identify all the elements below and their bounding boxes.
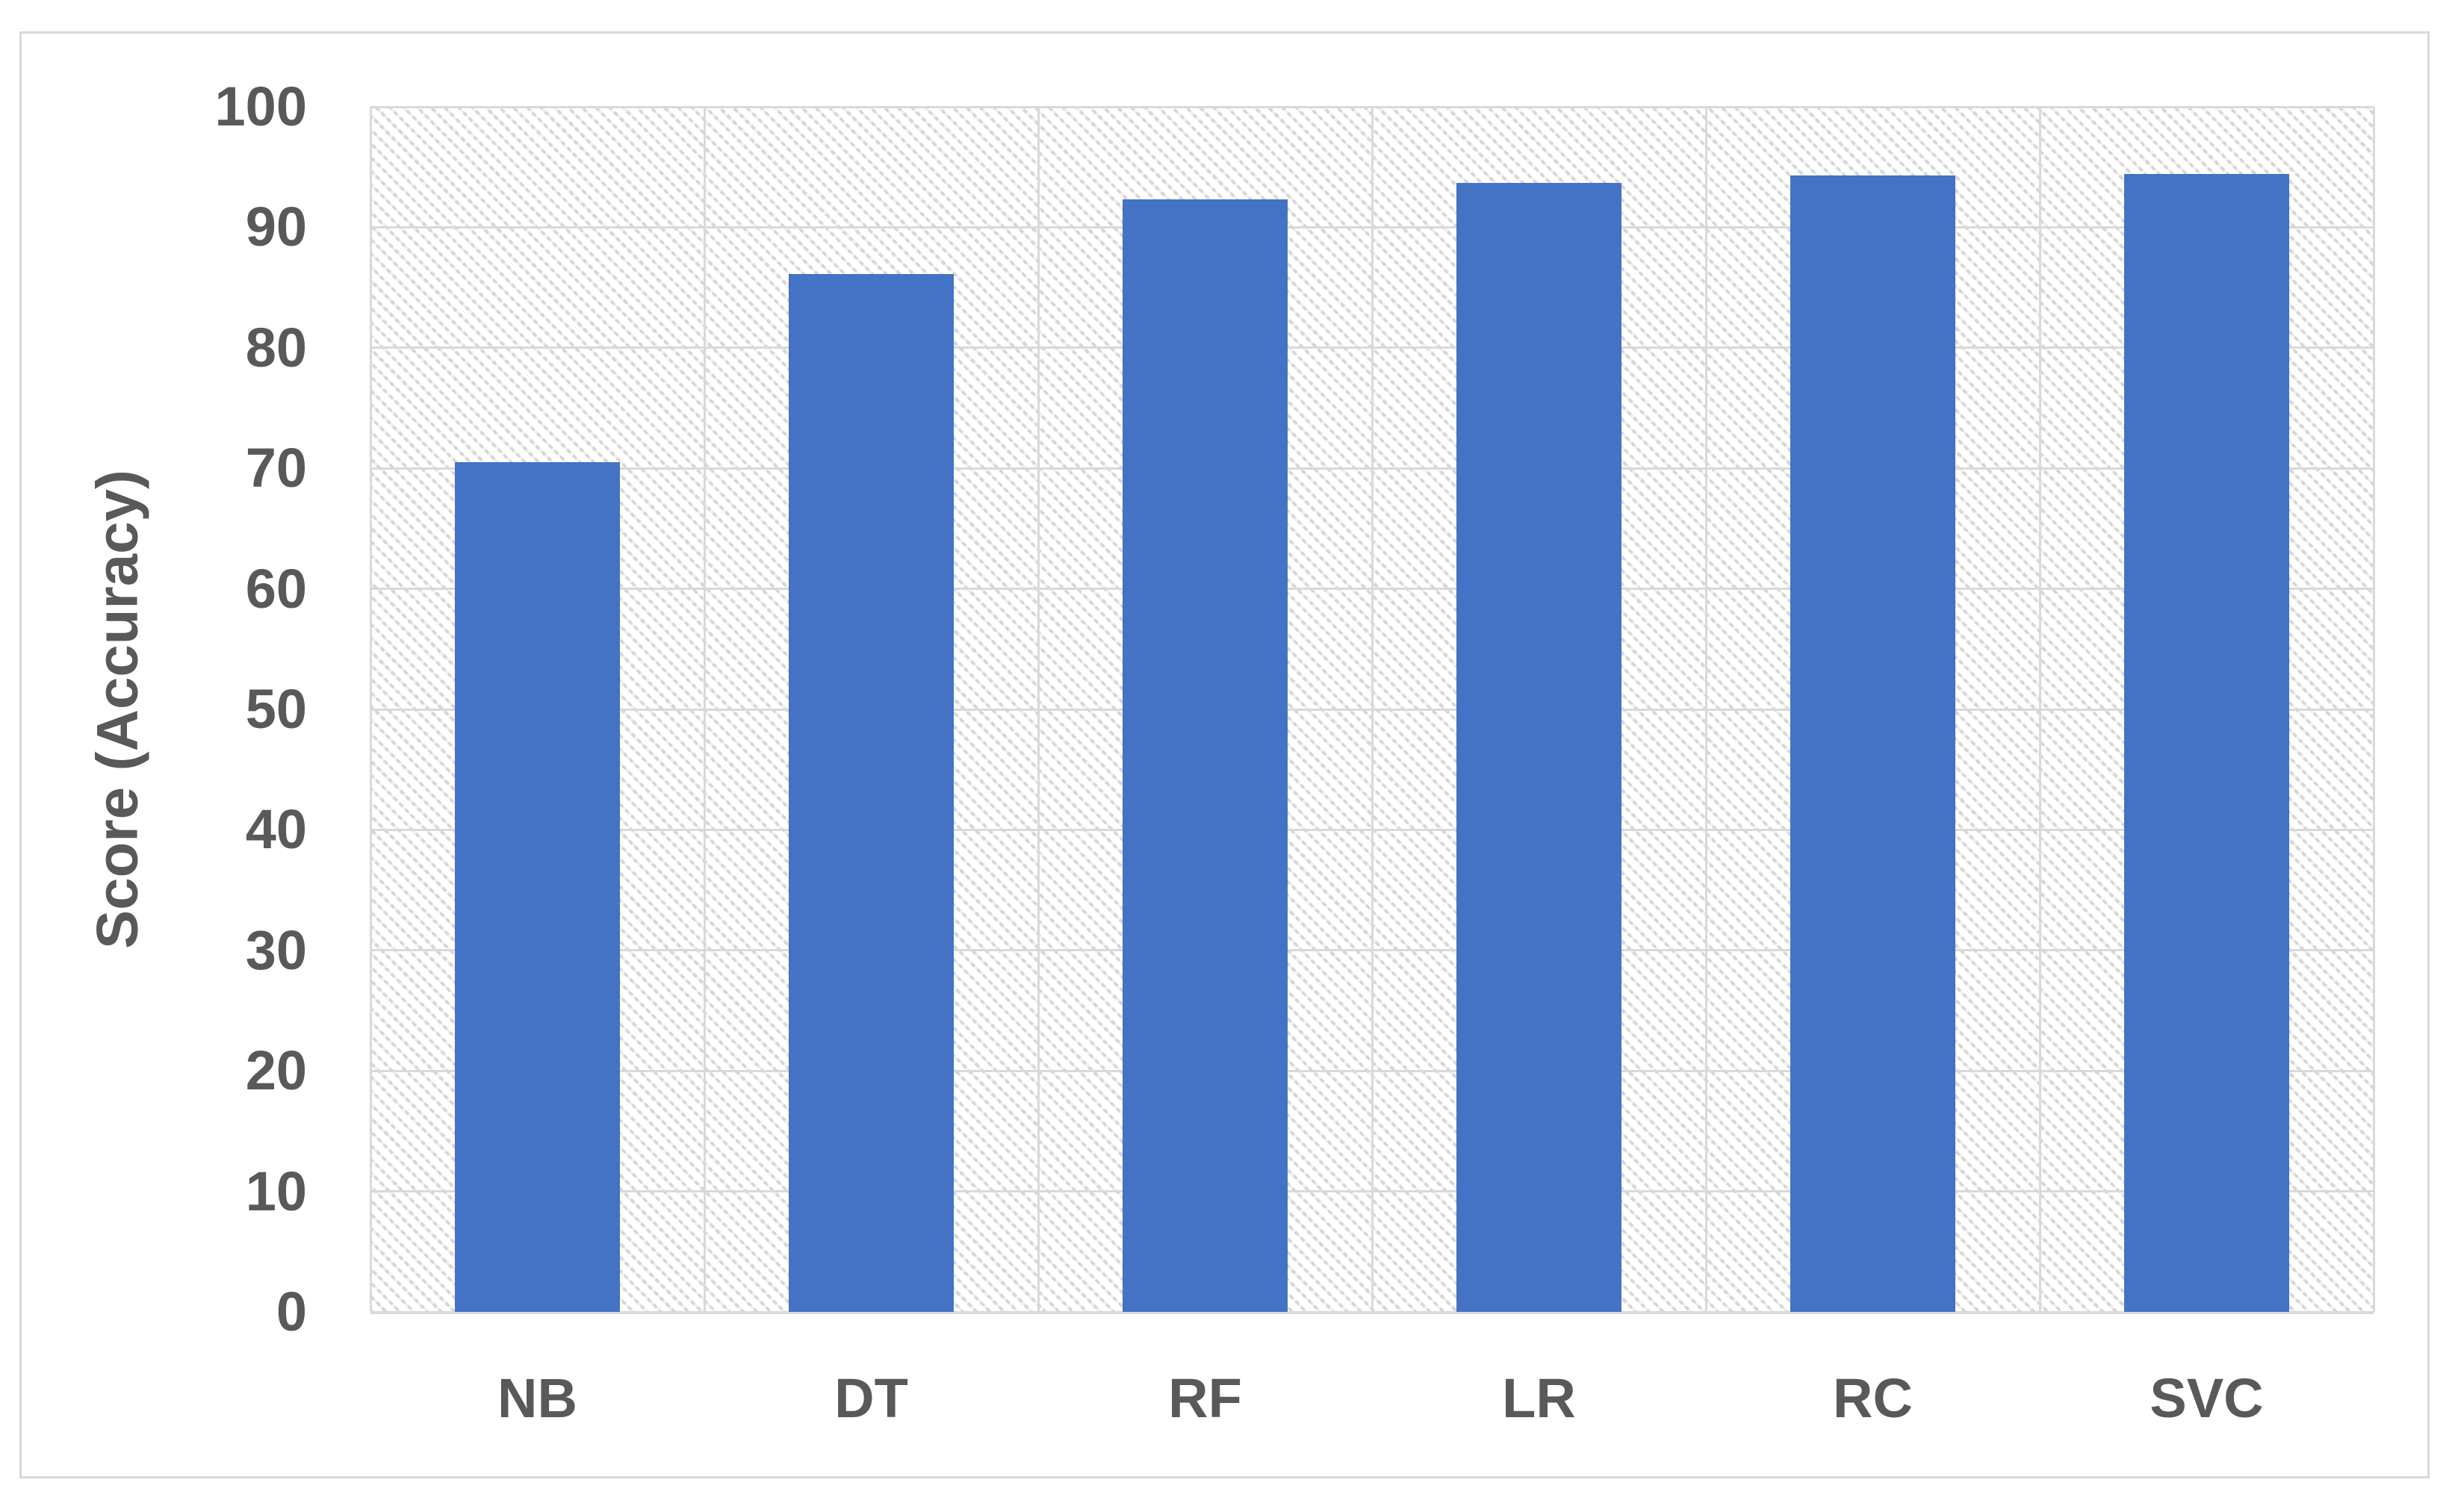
vertical-gridline [1037, 107, 1040, 1312]
x-category-label-RC: RC [1833, 1367, 1913, 1429]
y-tick-label: 40 [245, 798, 307, 861]
bar-SVC [2124, 174, 2289, 1312]
x-category-label-SVC: SVC [2150, 1367, 2264, 1429]
x-category-label-RF: RF [1168, 1367, 1242, 1429]
vertical-gridline [369, 107, 372, 1312]
chart-frame: 0 10 20 30 40 50 60 70 80 90 100 NB DT RF LR RC SVC Sco… [19, 31, 2430, 1478]
y-tick-label: 10 [245, 1160, 307, 1222]
x-category-label-DT: DT [834, 1367, 908, 1429]
vertical-gridline [703, 107, 706, 1312]
bar-DT [789, 274, 954, 1312]
y-tick-label: 80 [245, 316, 307, 379]
bar-RC [1790, 175, 1955, 1312]
bar-LR [1456, 182, 1621, 1312]
y-tick-label: 70 [245, 437, 307, 500]
horizontal-gridline [370, 1310, 2374, 1314]
bar-NB [455, 462, 620, 1312]
y-tick-label: 50 [245, 678, 307, 740]
vertical-gridline [2372, 107, 2375, 1312]
vertical-gridline [2038, 107, 2041, 1312]
vertical-gridline [1704, 107, 1707, 1312]
y-tick-label: 30 [245, 918, 307, 981]
y-tick-label: 60 [245, 557, 307, 620]
y-tick-label: 0 [276, 1281, 307, 1343]
bar-RF [1123, 199, 1288, 1312]
x-category-label-NB: NB [497, 1367, 577, 1429]
y-tick-label: 20 [245, 1039, 307, 1102]
vertical-gridline [1371, 107, 1374, 1312]
y-tick-label: 100 [214, 75, 307, 137]
y-axis-title: Score (Accuracy) [84, 470, 150, 949]
x-category-label-LR: LR [1502, 1367, 1576, 1429]
y-tick-label: 90 [245, 196, 307, 258]
